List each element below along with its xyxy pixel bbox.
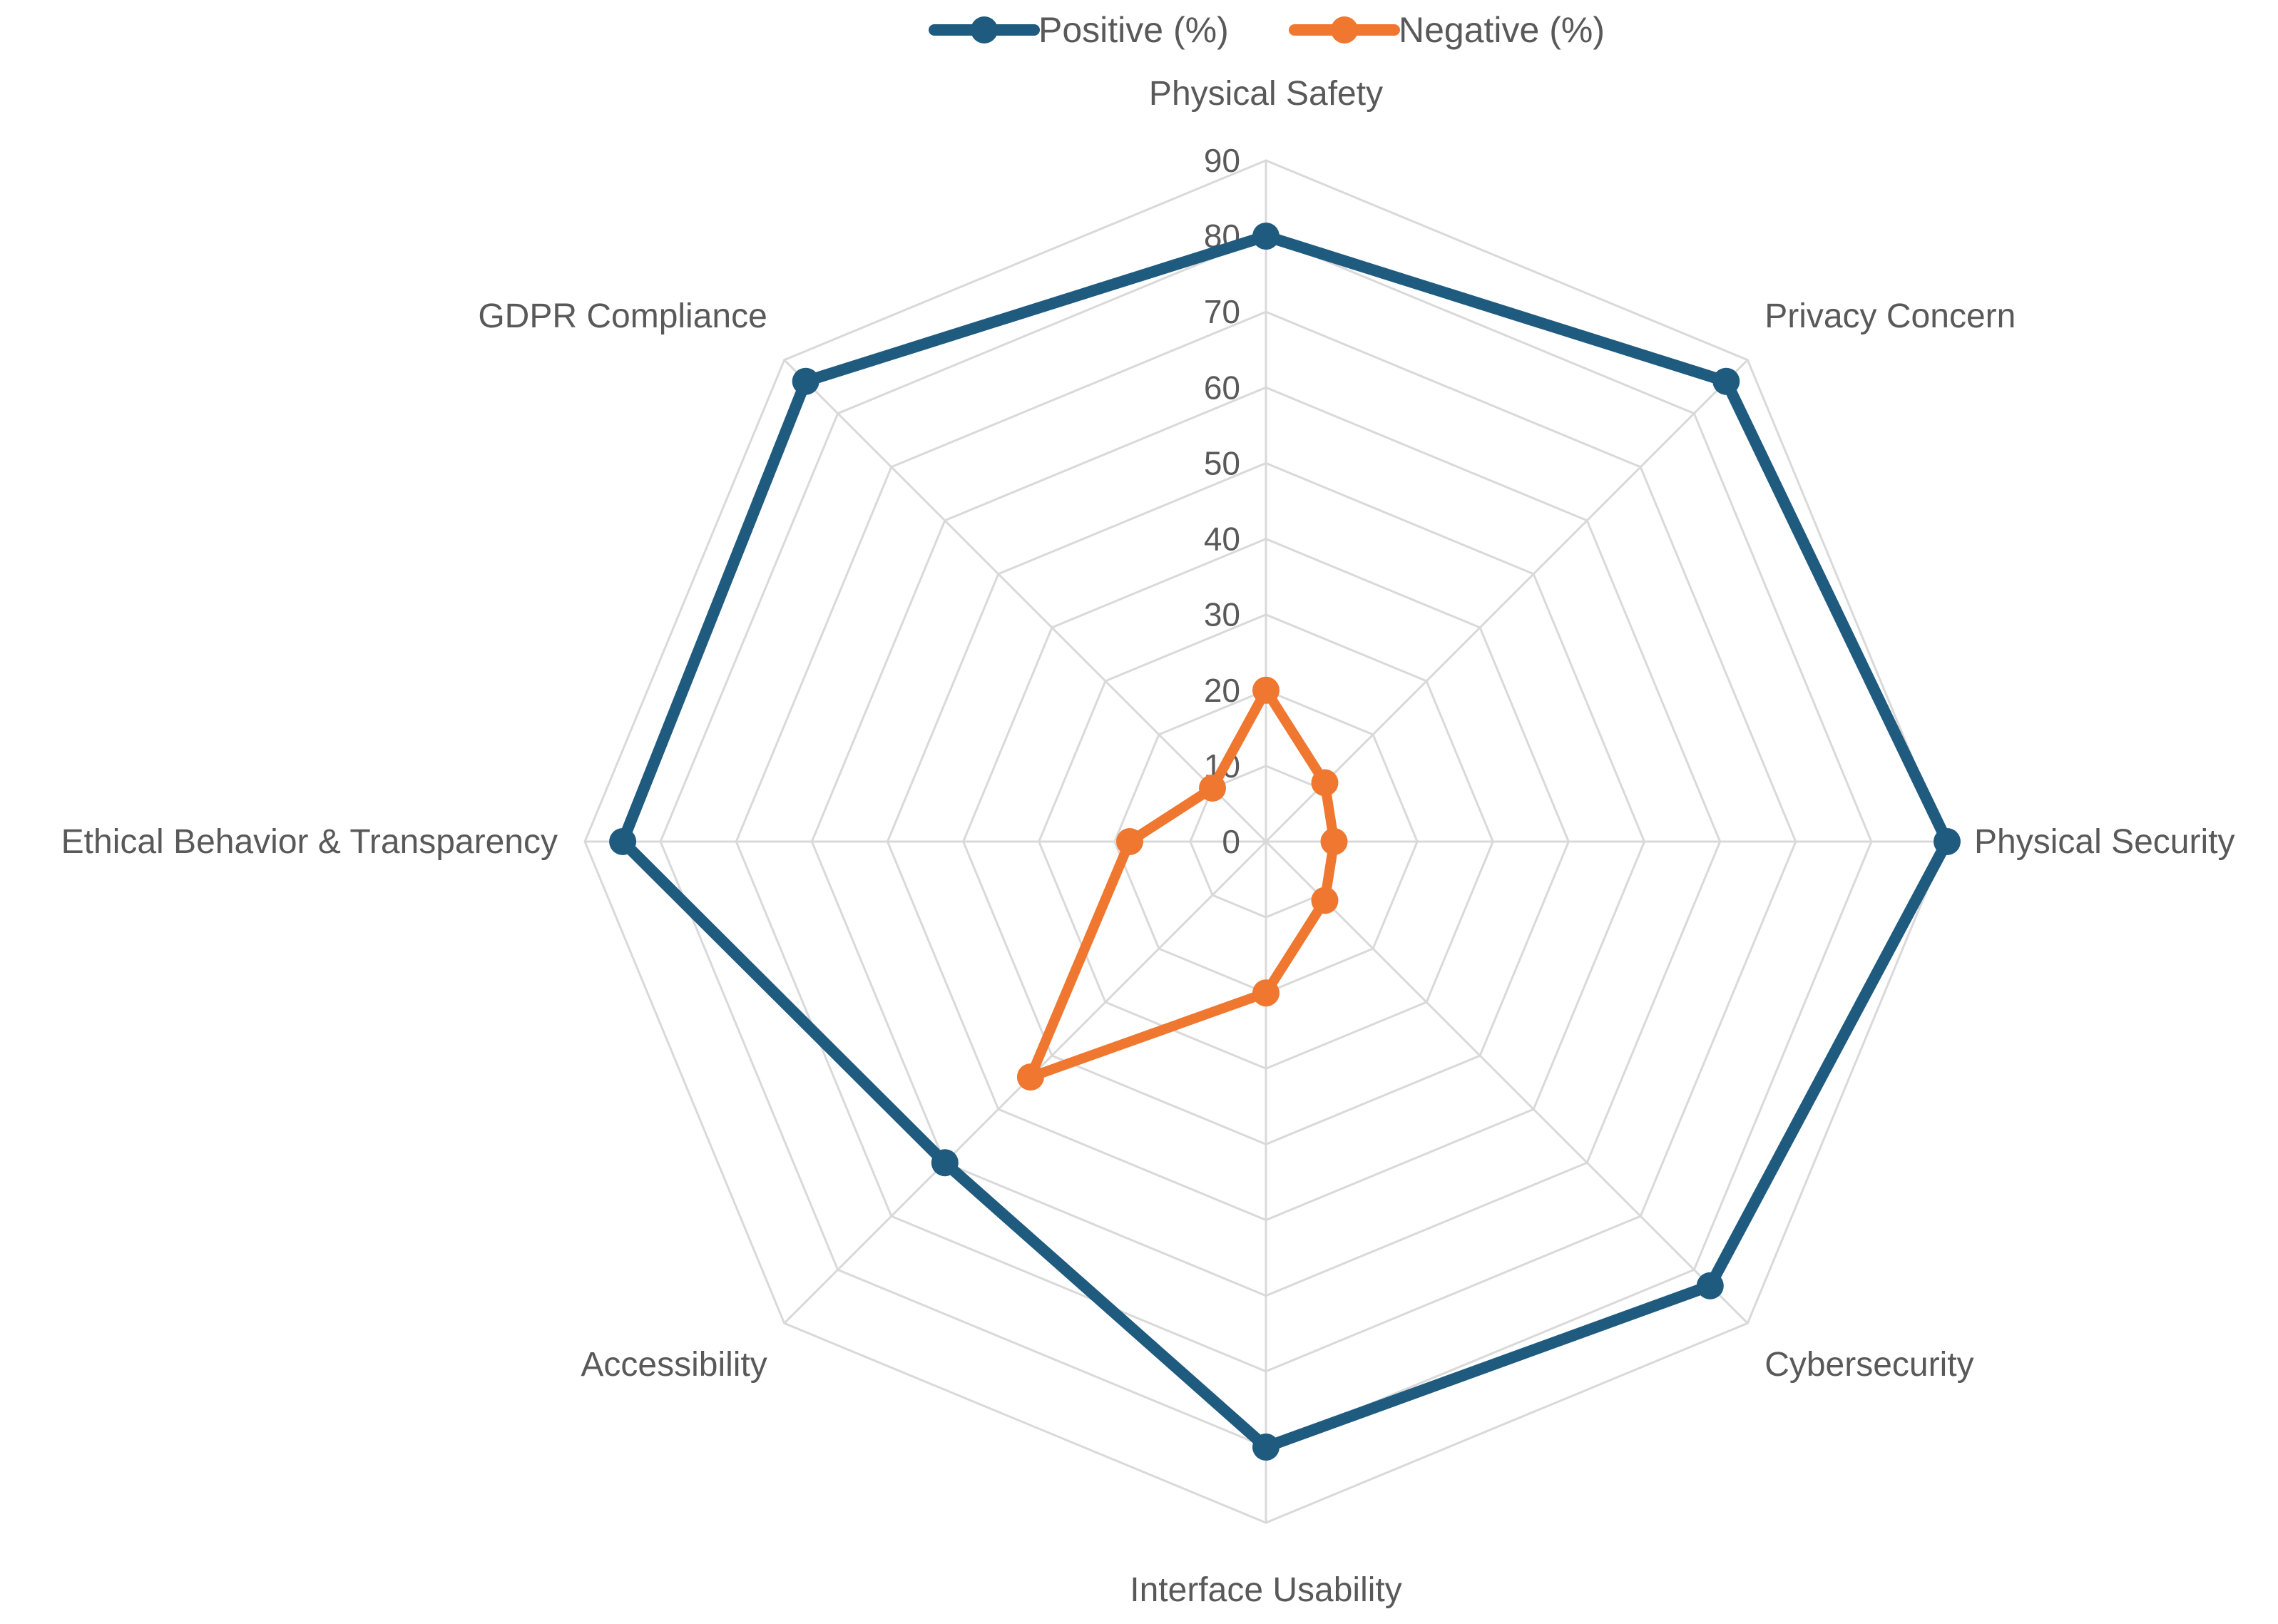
data-point-0-4: [1252, 1433, 1280, 1461]
category-label-3: Cybersecurity: [1764, 1346, 1973, 1384]
legend-item-1: Negative (%): [1289, 10, 1605, 50]
data-point-1-4: [1252, 979, 1280, 1007]
tick-label-90: 90: [1204, 142, 1240, 179]
data-point-1-3: [1311, 887, 1339, 914]
legend-item-0: Positive (%): [929, 10, 1229, 50]
legend: Positive (%) Negative (%): [929, 10, 1605, 50]
series-1: [1016, 676, 1348, 1091]
data-point-0-3: [1696, 1272, 1724, 1299]
tick-label-0: 0: [1222, 823, 1240, 860]
tick-label-50: 50: [1204, 444, 1240, 481]
data-point-0-1: [1712, 367, 1740, 395]
tick-label-40: 40: [1204, 521, 1240, 558]
data-point-1-6: [1116, 828, 1143, 855]
legend-label-1: Negative (%): [1399, 10, 1605, 50]
data-point-0-0: [1252, 223, 1280, 250]
category-label-2: Physical Security: [1974, 823, 2234, 861]
spoke-3: [1265, 840, 1749, 1324]
data-point-0-6: [609, 828, 637, 855]
data-point-1-1: [1311, 769, 1339, 797]
tick-label-20: 20: [1204, 672, 1240, 709]
spoke-1: [1265, 359, 1749, 843]
series-layer: [609, 223, 1961, 1461]
grid-layer: [583, 159, 1948, 1524]
category-label-1: Privacy Concern: [1764, 297, 2016, 335]
data-point-0-7: [792, 367, 819, 395]
category-labels: Physical Safety Privacy Concern Physical S…: [61, 75, 2235, 1609]
category-label-5: Accessibility: [581, 1346, 767, 1384]
tick-label-60: 60: [1204, 369, 1240, 406]
legend-swatch-marker-0: [971, 16, 998, 44]
category-label-7: GDPR Compliance: [478, 297, 767, 335]
data-point-0-5: [931, 1149, 959, 1177]
series-line-1: [1025, 685, 1339, 1083]
data-point-1-5: [1016, 1063, 1044, 1091]
data-point-1-7: [1199, 775, 1226, 802]
tick-label-30: 30: [1204, 596, 1240, 633]
legend-label-0: Positive (%): [1038, 10, 1229, 50]
data-point-1-2: [1320, 828, 1348, 855]
category-label-6: Ethical Behavior & Transparency: [61, 823, 558, 861]
tick-label-70: 70: [1204, 293, 1240, 330]
category-label-0: Physical Safety: [1149, 75, 1383, 113]
data-point-1-0: [1252, 676, 1280, 704]
category-label-4: Interface Usability: [1130, 1571, 1402, 1609]
legend-swatch-marker-1: [1331, 16, 1358, 44]
spoke-7: [783, 359, 1267, 843]
series-0: [609, 223, 1961, 1461]
data-point-0-2: [1934, 828, 1961, 855]
